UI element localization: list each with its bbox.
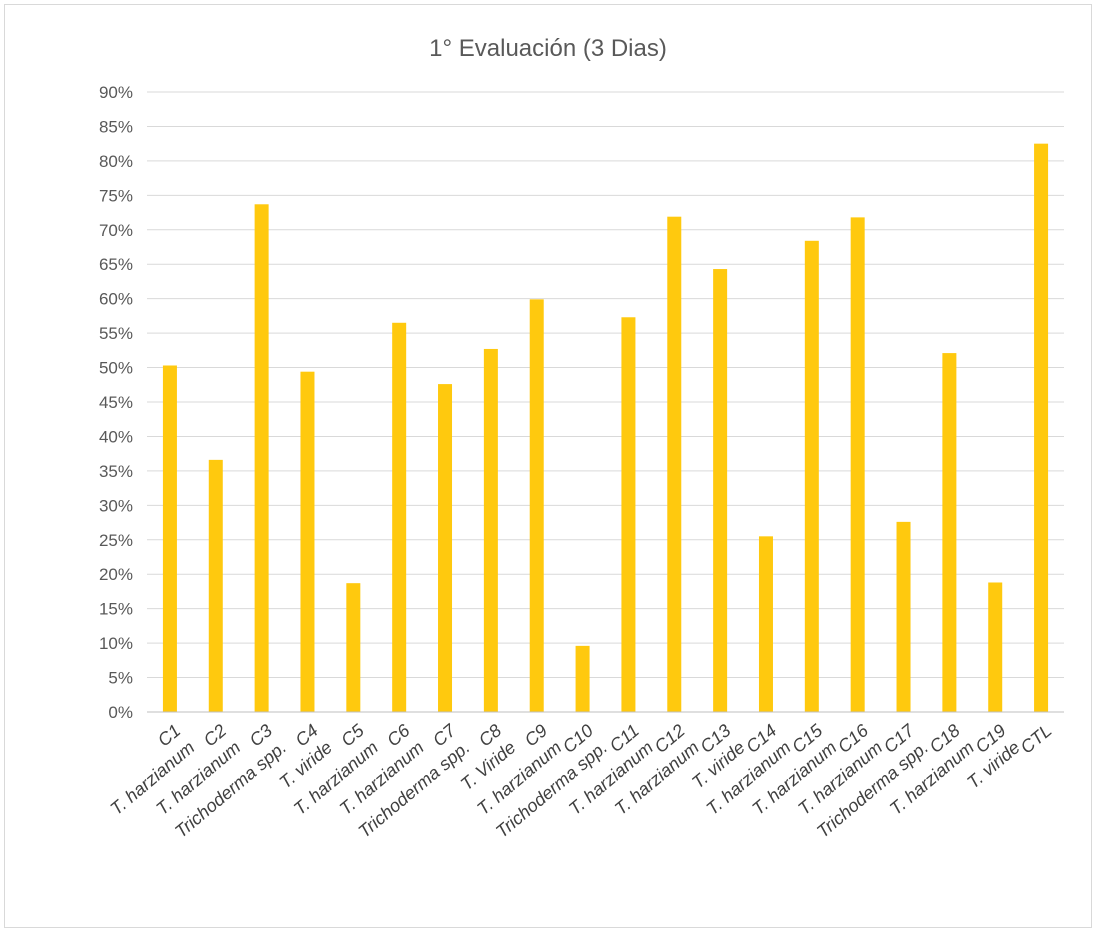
chart-title: 1° Evaluación (3 Dias) xyxy=(429,35,667,62)
bar xyxy=(438,384,453,712)
y-axis-ticks: 0% 5% 10% 15% 20% 25% 30% 35% 40% 45% 50% 55% 60% 65%… xyxy=(99,83,133,722)
y-tick-label: 30% xyxy=(99,496,133,515)
chart-frame xyxy=(4,4,1092,928)
y-tick-label: 60% xyxy=(99,290,133,309)
bar xyxy=(483,348,498,712)
bar xyxy=(896,521,911,712)
bar xyxy=(850,217,865,712)
y-tick-label: 65% xyxy=(99,255,133,274)
bar xyxy=(667,216,682,712)
y-tick-label: 25% xyxy=(99,531,133,550)
y-tick-label: 75% xyxy=(99,186,133,205)
bar xyxy=(758,536,773,712)
y-tick-label: 80% xyxy=(99,152,133,171)
y-tick-label: 85% xyxy=(99,117,133,136)
y-tick-label: 20% xyxy=(99,565,133,584)
bar xyxy=(942,353,957,712)
y-tick-label: 50% xyxy=(99,359,133,378)
bar xyxy=(988,582,1003,712)
bar xyxy=(162,365,177,712)
y-tick-label: 45% xyxy=(99,393,133,412)
bar xyxy=(804,240,819,713)
y-tick-label: 5% xyxy=(108,669,133,688)
bar xyxy=(529,299,544,712)
bar xyxy=(621,317,636,712)
y-tick-label: 15% xyxy=(99,600,133,619)
bar xyxy=(208,459,223,712)
bar xyxy=(346,583,361,712)
gridlines xyxy=(147,91,1064,679)
bar xyxy=(254,204,269,713)
y-tick-label: 10% xyxy=(99,634,133,653)
bar xyxy=(713,269,728,712)
bar xyxy=(1034,143,1049,712)
y-tick-label: 90% xyxy=(99,83,133,102)
bar xyxy=(575,645,590,712)
y-tick-label: 35% xyxy=(99,462,133,481)
bar xyxy=(392,322,407,712)
bars xyxy=(162,143,1049,713)
y-tick-label: 55% xyxy=(99,324,133,343)
y-tick-label: 0% xyxy=(108,703,133,722)
y-tick-label: 70% xyxy=(99,221,133,240)
bar xyxy=(300,371,315,712)
y-tick-label: 40% xyxy=(99,427,133,446)
